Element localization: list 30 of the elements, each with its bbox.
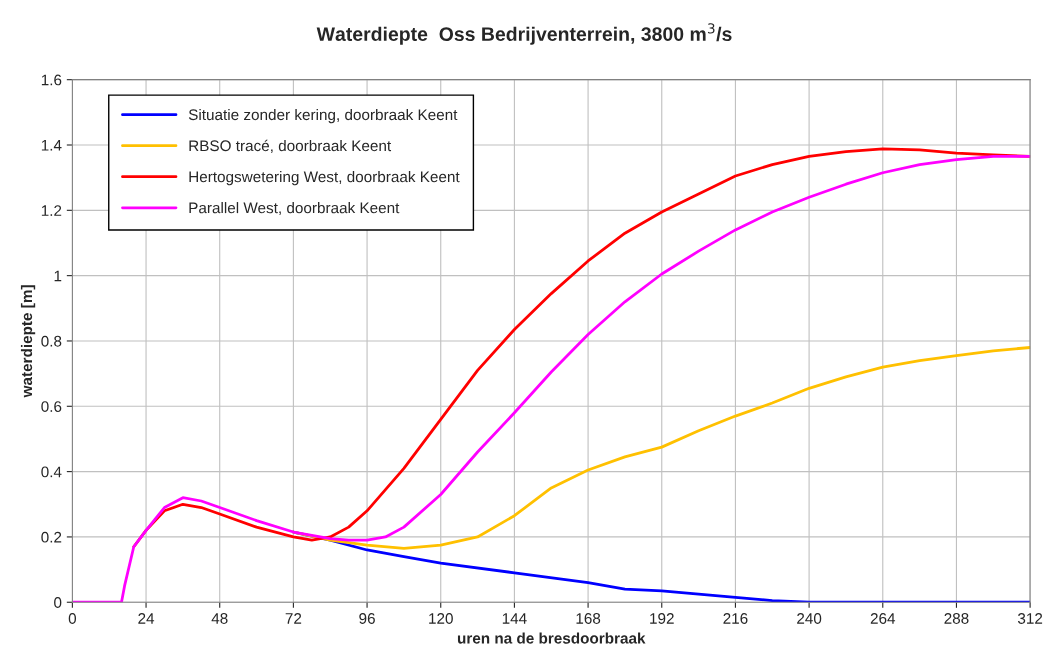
y-tick-label: 1.4 bbox=[41, 140, 62, 151]
y-tick-label: 1 bbox=[54, 270, 62, 282]
x-tick-label: 72 bbox=[285, 613, 302, 624]
y-tick-label: 0 bbox=[54, 597, 62, 608]
legend-label: RBSO tracé, doorbraak Keent bbox=[189, 139, 392, 153]
y-tick-label: 0.8 bbox=[41, 335, 62, 347]
x-tick-label: 264 bbox=[870, 613, 896, 624]
y-tick-label: 0.6 bbox=[41, 401, 62, 412]
legend-label: Parallel West, doorbraak Keent bbox=[189, 202, 400, 216]
y-tick-label: 1.2 bbox=[41, 205, 62, 216]
y-tick-label: 0.4 bbox=[41, 466, 62, 478]
y-tick-label: 0.2 bbox=[41, 531, 62, 543]
x-tick-label: 288 bbox=[944, 613, 969, 624]
x-tick-label: 0 bbox=[68, 613, 77, 624]
x-tick-label: 192 bbox=[650, 613, 674, 624]
x-tick-label: 48 bbox=[211, 613, 228, 624]
x-tick-label: 120 bbox=[429, 613, 453, 624]
x-tick-label: 96 bbox=[359, 613, 375, 624]
x-tick-label: 24 bbox=[138, 613, 155, 624]
chart-title: Waterdiepte Oss Bedrijventerrein, 3800 m$^{3}$/s bbox=[316, 23, 732, 45]
y-tick-label: 1.6 bbox=[41, 74, 62, 86]
x-tick-label: 312 bbox=[1017, 613, 1043, 624]
x-axis-title: uren na de bresdoorbraak bbox=[457, 632, 646, 644]
legend-label: Hertogswetering West, doorbraak Keent bbox=[189, 171, 460, 186]
legend-label: Situatie zonder kering, doorbraak Keent bbox=[188, 108, 458, 124]
y-axis-title: waterdiepte [m] bbox=[20, 285, 36, 398]
x-tick-label: 144 bbox=[502, 613, 527, 624]
x-tick-label: 240 bbox=[797, 613, 822, 624]
x-tick-label: 216 bbox=[723, 613, 748, 624]
x-tick-label: 168 bbox=[576, 613, 601, 624]
